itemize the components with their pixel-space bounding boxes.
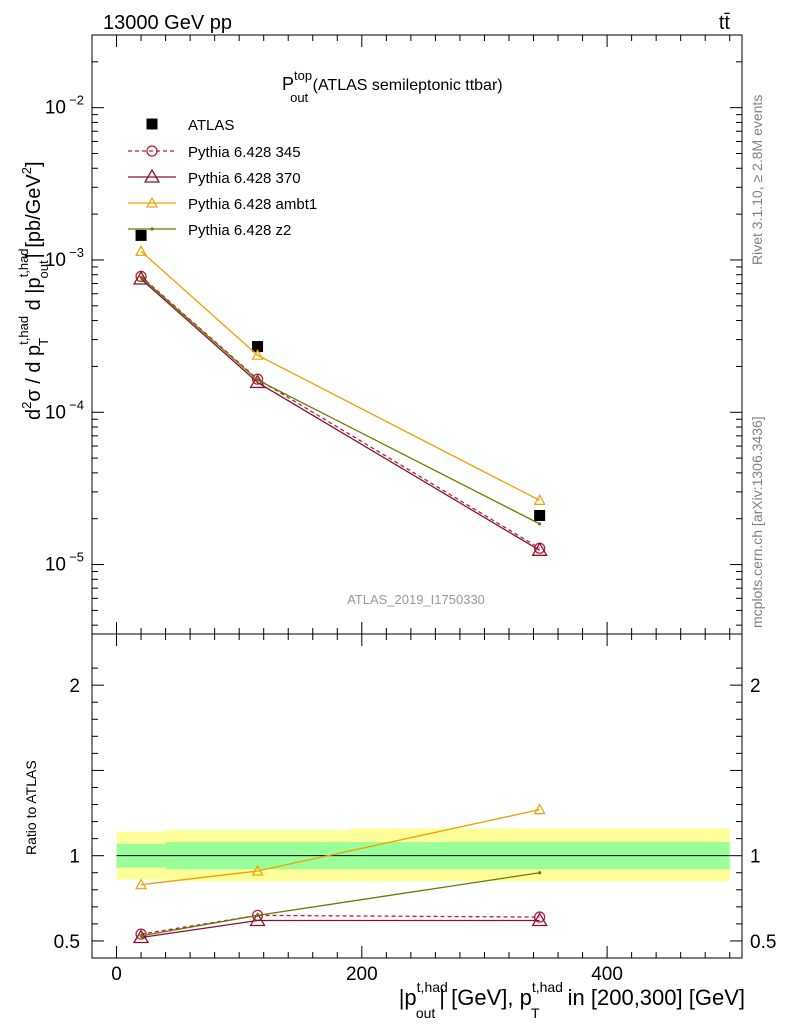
z2-marker [139,934,143,938]
ratio-y-tick-label-left: 2 [69,676,80,697]
ambt1-marker [145,196,159,208]
p370-marker [143,168,161,183]
y-axis-label-ratio: Ratio to ATLAS [23,760,39,855]
p370-marker [249,912,266,927]
z2-marker [139,275,143,279]
p370-marker [132,929,150,944]
ylabel-b-sub: T [36,338,51,346]
y-tick-label-exp: −2 [69,93,84,108]
ylabel-b: σ / d p [23,345,45,402]
y-tick-label: 10 [45,402,66,423]
atlas-marker [534,509,546,521]
y-tick-label: 10 [45,250,66,271]
xlabel-a-sup: t,had [417,979,448,995]
xlabel-c: in [200,300] [GeV] [562,985,745,1010]
legend-label-ambt1: Pythia 6.428 ambt1 [188,196,317,213]
plot-title-sup: top [294,68,312,83]
ambt1-marker [135,878,148,890]
ratio-y-tick-label-right: 2 [750,676,761,697]
x-tick-label: 200 [346,964,378,985]
ambt1-marker [135,245,148,256]
z2-marker [538,871,542,875]
p370-marker [531,912,548,927]
z2-marker [538,522,542,526]
x-tick-label: 400 [591,964,623,985]
plot-title-rest: (ATLAS semileptonic ttbar) [308,77,502,94]
ylabel-a: d [23,409,45,420]
process-label: tt̄ [719,12,731,34]
y-axis-label-main: d2σ / d pt,had T d |pt,had out| [pb/GeV2] [16,161,51,420]
legend-label-atlas: ATLAS [188,117,234,134]
y-tick-label-exp: −5 [69,550,84,565]
legend-label-z2: Pythia 6.428 z2 [188,222,291,239]
ylabel-c-sup: t,had [16,248,31,277]
atlas-marker [135,229,147,241]
rivet-label: Rivet 3.1.10, ≥ 2.8M events [749,95,765,265]
y-tick-label: 10 [45,555,66,576]
xlabel-b: | [GeV], p [439,985,532,1010]
xlabel-b-sub: T [531,1005,540,1021]
analysis-watermark: ATLAS_2019_I1750330 [347,592,485,607]
xlabel-a-sub: out [416,1005,436,1021]
plot-title-main: P [282,74,294,94]
ratio-ambt1-line [140,809,540,886]
ratio-p370-line [140,919,540,939]
p370-marker [132,270,150,285]
energy-label: 13000 GeV pp [103,12,232,34]
p370-marker [531,542,548,556]
p345-marker [533,911,546,923]
ylabel-c: d |p [23,277,45,316]
z2-marker [255,913,260,917]
ratio-y-tick-label-right: 1 [750,847,761,868]
plot-title: Ptop out (ATLAS semileptonic ttbar) [282,68,503,105]
xlabel-b-sup: t,had [532,979,563,995]
x-axis-label: |pt,had out| [GeV], pt,had T in [200,300] … [399,979,745,1021]
z2-marker [255,378,260,382]
legend-label-p370: Pythia 6.428 370 [188,170,301,187]
atlas-marker [252,341,264,353]
p345-line [140,275,540,549]
ambt1-line [140,250,540,501]
y-tick-label-exp: −4 [69,397,84,412]
y-tick-label: 10 [45,98,66,119]
ylabel-d-sup: 2 [19,167,34,174]
ambt1-marker [251,348,264,360]
ambt1-marker [533,494,546,505]
ratio-frame [91,633,743,959]
p345-marker [135,928,147,940]
x-tick-label: 0 [111,964,122,985]
y-tick-label-exp: −3 [69,245,84,260]
mcplots-label: mcplots.cern.ch [arXiv:1306.3436] [749,416,765,628]
atlas-marker [146,118,158,130]
ratio-panel: 0.5 0.5 1 1 2 2 0 200 400 [54,633,776,985]
p345-marker [146,145,158,157]
p370-line [140,278,540,551]
plot-title-sub: out [290,90,308,105]
ratio-z2-line [140,872,540,937]
xlabel-a: |p [399,985,417,1010]
ylabel-b-sup: t,had [16,316,31,345]
ambt1-marker [533,803,546,815]
ylabel-e: ] [23,161,45,167]
ylabel-d: | [pb/GeV [23,174,45,259]
ambt1-marker [251,864,264,876]
ratio-y-tick-label-left: 0.5 [54,932,80,953]
legend-label-p345: Pythia 6.428 345 [188,144,301,161]
z2-marker [150,227,154,231]
ratio-y-tick-label-left: 1 [69,847,80,868]
ylabel-a-sup: 2 [19,402,34,409]
ratio-y-tick-label-right: 0.5 [750,932,776,953]
ylabel-c-sub: out [36,260,51,278]
z2-line [140,276,540,525]
